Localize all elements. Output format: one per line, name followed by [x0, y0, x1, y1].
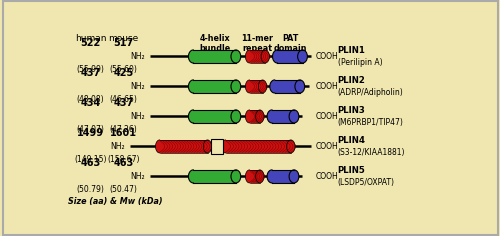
- Ellipse shape: [246, 80, 254, 93]
- Bar: [278, 50, 302, 63]
- Text: COOH: COOH: [316, 52, 338, 61]
- Text: (S3-12/KIAA1881): (S3-12/KIAA1881): [338, 148, 405, 157]
- Ellipse shape: [222, 140, 230, 153]
- Bar: [250, 170, 260, 183]
- Bar: [194, 50, 236, 63]
- Ellipse shape: [272, 50, 282, 63]
- Text: COOH: COOH: [316, 82, 338, 91]
- Text: PLIN5: PLIN5: [338, 166, 365, 175]
- Text: (55.99): (55.99): [76, 65, 104, 74]
- Text: COOH: COOH: [316, 142, 338, 151]
- Ellipse shape: [188, 110, 198, 123]
- Bar: [250, 50, 265, 63]
- Bar: [194, 170, 236, 183]
- Text: NH₂: NH₂: [110, 142, 126, 151]
- Text: (149.15): (149.15): [74, 155, 106, 164]
- Text: (M6PRBP1/TIP47): (M6PRBP1/TIP47): [338, 118, 404, 127]
- Bar: [194, 110, 236, 123]
- Ellipse shape: [261, 50, 270, 63]
- Text: (48.08): (48.08): [76, 95, 104, 104]
- Ellipse shape: [231, 80, 241, 93]
- Bar: [272, 110, 294, 123]
- Text: NH₂: NH₂: [130, 82, 144, 91]
- Bar: [160, 140, 208, 153]
- Ellipse shape: [298, 50, 308, 63]
- Ellipse shape: [246, 170, 254, 183]
- Text: 463: 463: [114, 158, 134, 168]
- Ellipse shape: [231, 170, 241, 183]
- Ellipse shape: [258, 80, 266, 93]
- Text: (47.07): (47.07): [76, 125, 104, 134]
- Bar: [274, 80, 300, 93]
- Text: 11-mer
repeat: 11-mer repeat: [242, 34, 274, 53]
- Text: PAT
domain: PAT domain: [273, 34, 306, 53]
- Ellipse shape: [256, 110, 264, 123]
- Text: (LSDP5/OXPAT): (LSDP5/OXPAT): [338, 178, 394, 187]
- Text: 517: 517: [114, 38, 134, 48]
- Bar: [226, 140, 291, 153]
- Text: (47.26): (47.26): [110, 125, 138, 134]
- Text: (46.65): (46.65): [110, 95, 138, 104]
- Text: 434: 434: [80, 98, 100, 108]
- Ellipse shape: [204, 140, 212, 153]
- Text: PLIN4: PLIN4: [338, 136, 365, 145]
- Text: NH₂: NH₂: [130, 112, 144, 121]
- Text: 4-helix
bundle: 4-helix bundle: [199, 34, 230, 53]
- Bar: [250, 110, 260, 123]
- Text: PLIN3: PLIN3: [338, 106, 365, 115]
- Ellipse shape: [286, 140, 295, 153]
- Text: NH₂: NH₂: [130, 52, 144, 61]
- Text: 425: 425: [114, 68, 134, 78]
- Ellipse shape: [246, 110, 254, 123]
- Text: PLIN2: PLIN2: [338, 76, 365, 85]
- Text: 1499: 1499: [77, 128, 104, 138]
- Text: (55.60): (55.60): [110, 65, 138, 74]
- Ellipse shape: [256, 170, 264, 183]
- Text: COOH: COOH: [316, 172, 338, 181]
- Ellipse shape: [270, 80, 280, 93]
- Bar: [272, 170, 294, 183]
- Ellipse shape: [156, 140, 164, 153]
- Ellipse shape: [188, 80, 198, 93]
- Text: 437: 437: [114, 98, 134, 108]
- Bar: [210, 139, 222, 154]
- Text: PLIN1: PLIN1: [338, 46, 365, 55]
- Ellipse shape: [289, 170, 299, 183]
- Text: human: human: [74, 34, 106, 43]
- Bar: [194, 80, 236, 93]
- Ellipse shape: [188, 170, 198, 183]
- Text: 463: 463: [80, 158, 100, 168]
- Text: (158.67): (158.67): [108, 155, 140, 164]
- Ellipse shape: [231, 110, 241, 123]
- Text: COOH: COOH: [316, 112, 338, 121]
- Text: 1601: 1601: [110, 128, 137, 138]
- Ellipse shape: [267, 170, 277, 183]
- Text: (Perilipin A): (Perilipin A): [338, 58, 382, 67]
- Ellipse shape: [295, 80, 304, 93]
- Bar: [250, 80, 262, 93]
- Text: NH₂: NH₂: [130, 172, 144, 181]
- Text: 522: 522: [80, 38, 100, 48]
- Text: 437: 437: [80, 68, 100, 78]
- Ellipse shape: [246, 50, 254, 63]
- Ellipse shape: [289, 110, 299, 123]
- Text: (ADRP/Adipholin): (ADRP/Adipholin): [338, 88, 404, 97]
- Text: (50.47): (50.47): [110, 185, 138, 194]
- Ellipse shape: [267, 110, 277, 123]
- Ellipse shape: [231, 50, 241, 63]
- Text: Size (aa) & Mw (kDa): Size (aa) & Mw (kDa): [68, 197, 163, 206]
- Text: mouse: mouse: [108, 34, 139, 43]
- Ellipse shape: [188, 50, 198, 63]
- Text: (50.79): (50.79): [76, 185, 104, 194]
